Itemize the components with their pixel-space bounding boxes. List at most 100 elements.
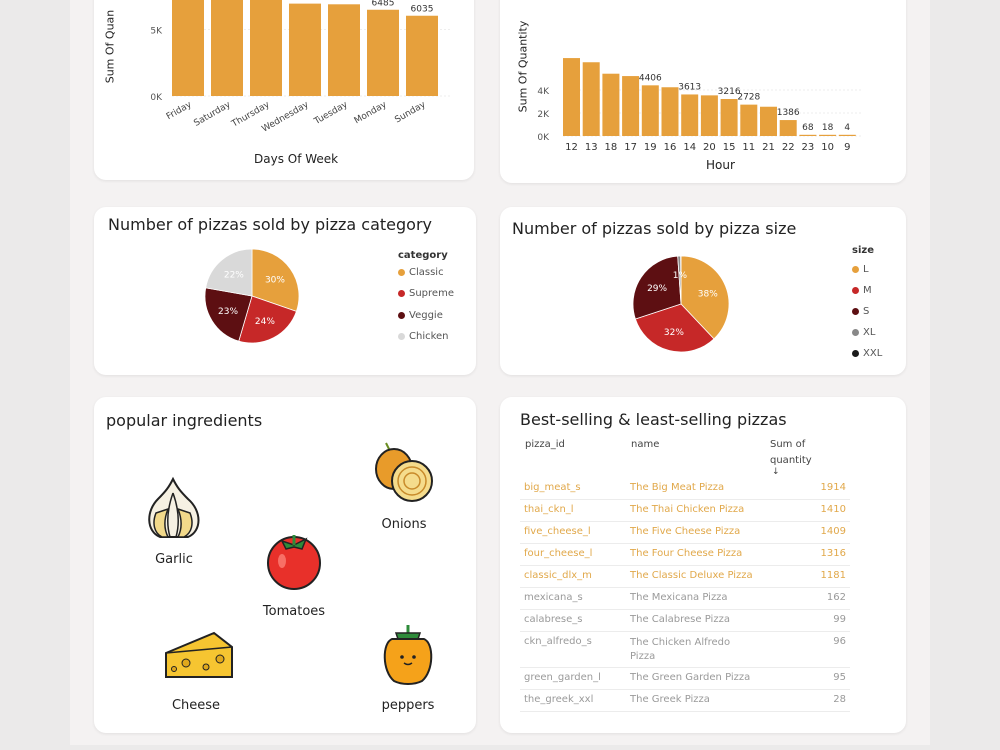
cell-pizza-id: five_cheese_l	[524, 526, 591, 537]
legend-dot	[852, 308, 859, 315]
legend-supreme[interactable]: Supreme	[398, 288, 454, 299]
bar-hour-11[interactable]	[740, 104, 758, 136]
pie-slice-veggie[interactable]	[204, 287, 253, 342]
cell-name: The Mexicana Pizza	[630, 592, 728, 603]
day-chart-ylabel: Sum Of Quan	[103, 9, 117, 84]
bar-hour-9[interactable]	[838, 134, 856, 136]
bar-thursday[interactable]	[250, 0, 282, 96]
cell-quantity: 1316	[820, 548, 846, 559]
cell-pizza-id: four_cheese_l	[524, 548, 593, 559]
x-tick-label: Sunday	[393, 100, 428, 126]
x-tick-label: 18	[605, 142, 618, 153]
pie-slice-l-size[interactable]	[680, 255, 730, 340]
table-row[interactable]: mexicana_s The Mexicana Pizza 162	[520, 587, 850, 610]
bar-hour-12[interactable]	[563, 58, 580, 136]
bar-friday[interactable]	[172, 0, 204, 96]
bar-hour-20[interactable]	[700, 95, 718, 136]
pie-slice-s-size[interactable]	[632, 255, 682, 320]
table-row[interactable]: green_garden_l The Green Garden Pizza 95	[520, 667, 850, 690]
data-label: 6485	[372, 0, 395, 9]
bar-hour-19[interactable]	[641, 85, 659, 136]
cell-pizza-id: calabrese_s	[524, 614, 583, 625]
cell-quantity: 28	[833, 694, 846, 705]
pie-slice-chicken[interactable]	[205, 248, 253, 297]
y-tick-label: 0K	[537, 133, 550, 143]
legend-s[interactable]: S	[852, 306, 869, 317]
category-title: Number of pizzas sold by pizza category	[108, 215, 433, 234]
cell-pizza-id: the_greek_xxl	[524, 694, 594, 705]
y-tick-label: 2K	[537, 110, 550, 120]
bar-wednesday[interactable]	[289, 3, 321, 96]
y-tick-label: 0K	[150, 93, 163, 103]
pie-slice-classic[interactable]	[251, 248, 300, 312]
cell-name: The Chicken Alfredo Pizza	[630, 637, 731, 662]
legend-m[interactable]: M	[852, 285, 872, 296]
x-tick-label: 15	[723, 142, 736, 153]
legend-dot	[852, 329, 859, 336]
cell-quantity: 1914	[820, 482, 846, 493]
bar-hour-23[interactable]	[799, 134, 817, 136]
bar-hour-14[interactable]	[681, 94, 699, 136]
bar-hour-15[interactable]	[720, 99, 738, 136]
table-row[interactable]: five_cheese_l The Five Cheese Pizza 1409	[520, 521, 850, 544]
cell-name: The Four Cheese Pizza	[630, 548, 743, 559]
pie-slice-supreme[interactable]	[238, 295, 297, 344]
bar-hour-16[interactable]	[661, 87, 679, 136]
bar-monday[interactable]	[367, 9, 399, 97]
pie-slice-m-size[interactable]	[634, 303, 715, 353]
x-tick-label: Friday	[165, 100, 194, 123]
col-header-name[interactable]: name	[631, 439, 660, 450]
bar-hour-22[interactable]	[779, 120, 797, 136]
bar-hour-17[interactable]	[622, 76, 640, 136]
legend-xxl[interactable]: XXL	[852, 348, 882, 359]
data-label: 3216	[718, 87, 741, 97]
x-tick-label: 17	[624, 142, 637, 153]
category-pie-chart[interactable]: 30% 24% 23% 22%	[94, 207, 476, 375]
col-header-pizza-id[interactable]: pizza_id	[525, 439, 565, 450]
x-tick-label: 11	[742, 142, 755, 153]
category-card: Number of pizzas sold by pizza category …	[94, 207, 476, 375]
size-pie-chart[interactable]: 38% 32% 29% 1%	[500, 207, 906, 375]
col-header-sum-quantity[interactable]: Sum of quantity	[770, 439, 812, 466]
day-of-week-card: 5K 0K Friday Saturday Thursday Wednesday Tuesd…	[94, 0, 474, 180]
cell-name: The Classic Deluxe Pizza	[630, 570, 753, 581]
bar-saturday[interactable]	[211, 0, 243, 96]
legend-veggie[interactable]: Veggie	[398, 310, 443, 321]
x-tick-label: 21	[762, 142, 775, 153]
data-label: 18	[822, 123, 834, 133]
tomatoes-label: Tomatoes	[262, 604, 326, 619]
ingredients-title: popular ingredients	[106, 411, 263, 430]
table-row[interactable]: ckn_alfredo_s The Chicken Alfredo Pizza 96	[520, 631, 850, 668]
x-tick-label: 10	[821, 142, 834, 153]
table-row[interactable]: the_greek_xxl The Greek Pizza 28	[520, 689, 850, 712]
legend-l[interactable]: L	[852, 264, 869, 275]
bar-sunday[interactable]	[406, 15, 438, 97]
table-row[interactable]: big_meat_s The Big Meat Pizza 1914	[520, 477, 850, 500]
legend-xl[interactable]: XL	[852, 327, 875, 338]
table-row[interactable]: four_cheese_l The Four Cheese Pizza 1316	[520, 543, 850, 566]
cell-quantity: 1409	[820, 526, 846, 537]
bar-hour-21[interactable]	[760, 106, 777, 136]
table-row[interactable]: thai_ckn_l The Thai Chicken Pizza 1410	[520, 499, 850, 522]
bar-hour-13[interactable]	[582, 62, 600, 136]
legend-label: XXL	[863, 348, 883, 359]
hour-chart[interactable]: 4K 2K 0K 12 13 18 17 4406 19 16 3613 14 20 3216 15 2728…	[500, 0, 906, 183]
cell-pizza-id: big_meat_s	[524, 482, 581, 493]
garlic-label: Garlic	[155, 552, 193, 567]
legend-label: M	[863, 285, 872, 296]
bar-tuesday[interactable]	[328, 4, 360, 96]
sort-desc-icon[interactable]: ↓	[772, 467, 780, 477]
bar-hour-18[interactable]	[602, 73, 620, 136]
x-tick-label: 20	[703, 142, 716, 153]
x-tick-label: 23	[802, 142, 815, 153]
legend-classic[interactable]: Classic	[398, 267, 444, 278]
legend-chicken[interactable]: Chicken	[398, 331, 449, 342]
legend-label: L	[863, 264, 869, 275]
table-row[interactable]: calabrese_s The Calabrese Pizza 99	[520, 609, 850, 632]
bar-hour-10[interactable]	[819, 134, 837, 136]
dashboard-canvas: 5K 0K Friday Saturday Thursday Wednesday Tuesd…	[70, 0, 930, 745]
pie-data-label: 23%	[218, 307, 238, 317]
data-label: 2728	[737, 93, 760, 103]
table-row[interactable]: classic_dlx_m The Classic Deluxe Pizza 118…	[520, 565, 850, 588]
